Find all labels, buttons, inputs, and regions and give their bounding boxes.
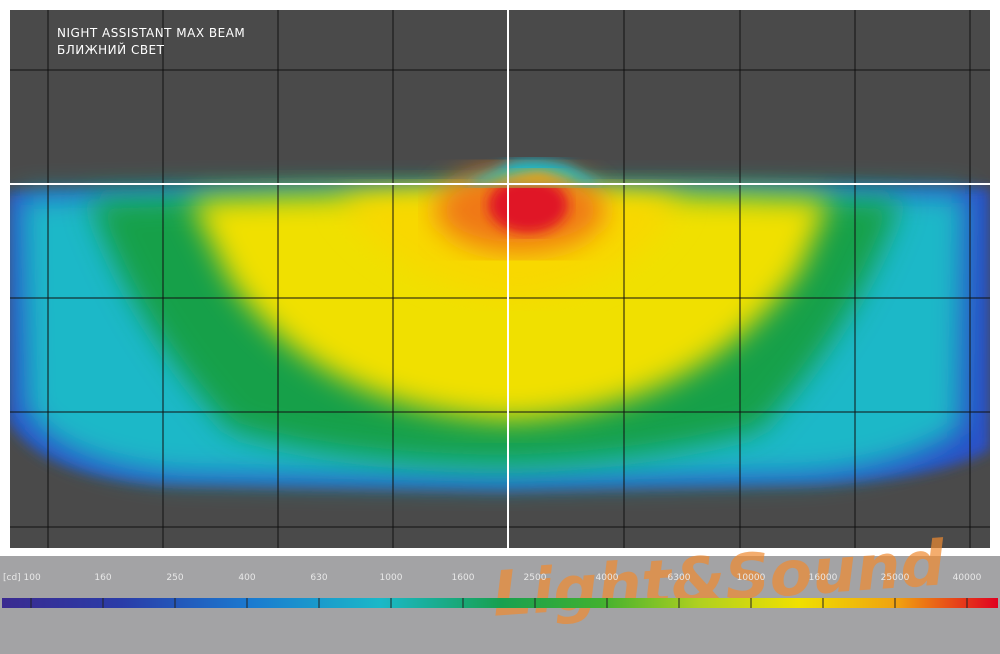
grid (10, 10, 990, 548)
scale-label: [cd] 100 (3, 573, 41, 583)
scale-label: 250 (166, 573, 183, 583)
scale-label: 16000 (809, 573, 838, 583)
scale-label: 2500 (524, 573, 547, 583)
scale: [cd] 100 160 250 400 630 1000 1600 2500 4000 6300… (3, 573, 982, 608)
color-scale (2, 598, 998, 608)
scale-label: 160 (94, 573, 111, 583)
title: NIGHT ASSISTANT MAX BEAM (57, 26, 245, 40)
scale-label: 1600 (452, 573, 475, 583)
scale-label: 4000 (596, 573, 619, 583)
scale-label: 10000 (737, 573, 766, 583)
scale-label: 40000 (953, 573, 982, 583)
beam (10, 159, 990, 490)
subtitle: БЛИЖНИЙ СВЕТ (57, 42, 165, 57)
scale-label: 6300 (668, 573, 691, 583)
scale-label: 1000 (380, 573, 403, 583)
scale-label: 630 (310, 573, 327, 583)
scale-label: 400 (238, 573, 255, 583)
scale-label: 25000 (881, 573, 910, 583)
